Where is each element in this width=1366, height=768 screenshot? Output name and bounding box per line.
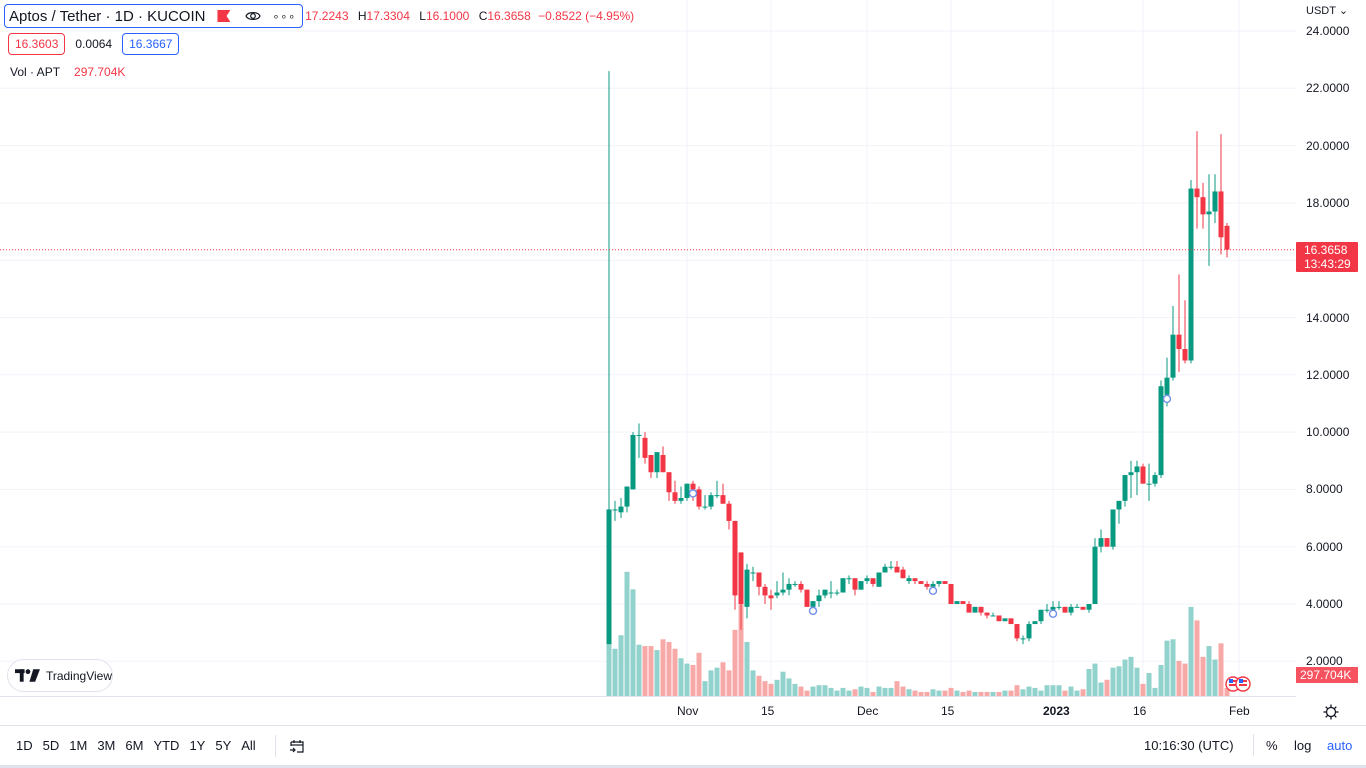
- price-tick-label: 6.0000: [1306, 539, 1343, 554]
- time-tick-label: Nov: [677, 704, 699, 718]
- time-tick-label: 16: [1133, 704, 1147, 718]
- buy-price-button[interactable]: 16.3667: [122, 33, 180, 55]
- volume-label: Vol · APT: [10, 65, 61, 79]
- range-1d-button[interactable]: 1D: [16, 738, 33, 753]
- high-value: 17.3304: [366, 9, 410, 23]
- toolbar-divider: [274, 734, 276, 757]
- close-label: C: [478, 9, 488, 23]
- sell-price-button[interactable]: 16.3603: [8, 33, 66, 55]
- time-tick-label: 2023: [1043, 704, 1070, 718]
- volume-legend: Vol · APT 297.704K: [10, 65, 125, 79]
- legend-header: Aptos / Tether · 1D · KUCOIN ∘∘∘ 17.2243…: [4, 4, 634, 28]
- price-tick-label: 14.0000: [1306, 310, 1350, 325]
- tradingview-mark-icon: [15, 669, 40, 682]
- range-6m-button[interactable]: 6M: [125, 738, 144, 753]
- currency-label[interactable]: USDT: [1306, 5, 1336, 17]
- range-ytd-button[interactable]: YTD: [153, 738, 180, 753]
- price-tick-label: 10.0000: [1306, 425, 1350, 440]
- range-3m-button[interactable]: 3M: [97, 738, 116, 753]
- range-5y-button[interactable]: 5Y: [215, 738, 232, 753]
- volume-tag: 297.704K: [1296, 667, 1358, 683]
- volume-value: 297.704K: [74, 65, 126, 79]
- low-value: 16.1000: [425, 9, 470, 23]
- bottom-toolbar: 1D 5D 1M 3M 6M YTD 1Y 5Y All 10:16:30 (U…: [0, 725, 1366, 765]
- ohlc-values: 17.2243 H17.3304 L16.1000 C16.3658 −0.85…: [305, 9, 634, 23]
- time-tick-label: 15: [761, 704, 775, 718]
- tradingview-text: TradingView: [45, 668, 112, 683]
- range-1m-button[interactable]: 1M: [69, 738, 88, 753]
- toolbar-divider-right: [1253, 734, 1254, 756]
- symbol-title[interactable]: Aptos / Tether · 1D · KUCOIN: [9, 7, 206, 25]
- range-buttons: 1D 5D 1M 3M 6M YTD 1Y 5Y All: [11, 738, 261, 753]
- symbol-selector[interactable]: Aptos / Tether · 1D · KUCOIN ∘∘∘: [4, 4, 304, 28]
- more-options-icon[interactable]: ∘∘∘: [272, 10, 297, 23]
- range-5d-button[interactable]: 5D: [42, 738, 60, 753]
- range-1y-button[interactable]: 1Y: [189, 738, 206, 753]
- open-value: 17.2243: [305, 9, 349, 23]
- settings-gear-icon[interactable]: [1322, 703, 1340, 721]
- range-all-button[interactable]: All: [241, 738, 256, 753]
- footer-strip: [0, 765, 1366, 768]
- tradingview-logo[interactable]: TradingView: [7, 659, 113, 692]
- price-tick-label: 4.0000: [1306, 597, 1343, 611]
- price-tick-label: 22.0000: [1306, 81, 1350, 96]
- time-tick-label: Dec: [857, 704, 879, 718]
- percent-scale-button[interactable]: %: [1266, 738, 1278, 753]
- clock-time[interactable]: 10:16:30 (UTC): [1144, 738, 1234, 753]
- auto-scale-button[interactable]: auto: [1327, 738, 1353, 753]
- chevron-down-icon: ⌄: [1338, 5, 1349, 17]
- go-to-date-icon[interactable]: [288, 737, 306, 755]
- currency-selector[interactable]: USDT ⌄: [1306, 4, 1348, 17]
- flag-icon[interactable]: [217, 10, 231, 22]
- time-tick-label: 15: [941, 704, 955, 718]
- bid-ask-row: 16.3603 0.0064 16.3667: [8, 33, 180, 55]
- chart-canvas[interactable]: [0, 0, 1366, 725]
- last-price-value: 16.3658: [1304, 243, 1348, 257]
- last-price-tag: 16.3658 13:43:29: [1296, 242, 1358, 272]
- price-tick-label: 18.0000: [1306, 195, 1350, 210]
- price-tick-label: 12.0000: [1306, 367, 1350, 382]
- time-tick-label: Feb: [1229, 704, 1250, 718]
- high-label: H: [357, 9, 367, 23]
- close-value: 16.3658: [487, 9, 531, 23]
- price-tick-label: 24.0000: [1306, 24, 1350, 38]
- change-value: −0.8522 (−4.95%): [538, 9, 635, 23]
- spread-value: 0.0064: [75, 37, 113, 51]
- countdown-value: 13:43:29: [1304, 257, 1351, 271]
- eye-icon[interactable]: [244, 9, 262, 23]
- price-tick-label: 20.0000: [1306, 138, 1350, 153]
- log-scale-button[interactable]: log: [1294, 738, 1312, 753]
- low-label: L: [419, 9, 426, 23]
- price-tick-label: 2.0000: [1306, 654, 1343, 669]
- price-tick-label: 8.0000: [1306, 482, 1343, 497]
